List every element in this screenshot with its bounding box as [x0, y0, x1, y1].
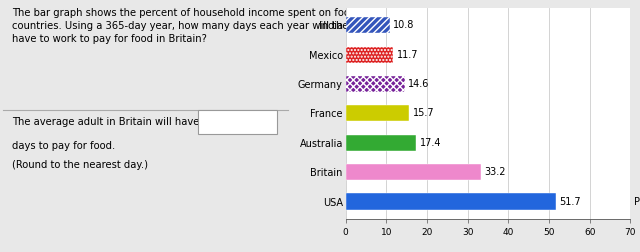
Bar	[346, 17, 390, 33]
Text: 17.4: 17.4	[420, 138, 441, 148]
Text: Percent: Percent	[634, 197, 640, 207]
Text: 33.2: 33.2	[484, 167, 506, 177]
Text: The average adult in Britain will have to work: The average adult in Britain will have t…	[12, 117, 239, 127]
Text: The bar graph shows the percent of household income spent on food in various
cou: The bar graph shows the percent of house…	[12, 8, 421, 44]
Text: 15.7: 15.7	[413, 108, 435, 118]
Text: days to pay for food.: days to pay for food.	[12, 141, 115, 151]
Bar	[346, 164, 481, 180]
Text: 11.7: 11.7	[396, 50, 418, 60]
Bar	[346, 76, 405, 92]
Bar	[346, 105, 410, 121]
Bar	[346, 135, 417, 151]
Text: 51.7: 51.7	[559, 197, 581, 207]
Text: 10.8: 10.8	[393, 20, 414, 30]
Bar	[346, 47, 393, 63]
Text: 14.6: 14.6	[408, 79, 429, 89]
Bar	[346, 194, 556, 210]
Text: (Round to the nearest day.): (Round to the nearest day.)	[12, 160, 148, 170]
FancyBboxPatch shape	[198, 110, 276, 134]
